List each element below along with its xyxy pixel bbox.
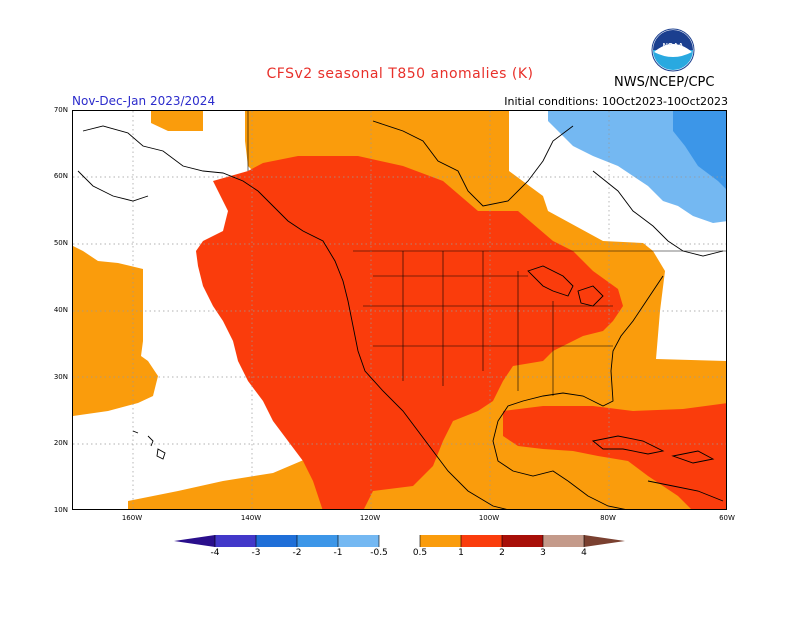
lon-label-140w: 140W	[240, 514, 262, 522]
colorbar-label-3: 3	[540, 548, 546, 558]
lon-label-60w: 60W	[719, 514, 735, 522]
lat-label-30n: 30N	[53, 373, 68, 381]
colorbar-label-neg05: -0.5	[370, 548, 388, 558]
map-title: CFSv2 seasonal T850 anomalies (K)	[266, 66, 534, 82]
borders	[247, 111, 726, 396]
lon-label-120w: 120W	[359, 514, 381, 522]
anomaly-region-neg-1-2	[673, 111, 726, 189]
lat-label-60n: 60N	[53, 172, 68, 180]
lat-label-40n: 40N	[53, 306, 68, 314]
colorbar-segment-neutral	[379, 535, 420, 547]
org-label: NWS/NCEP/CPC	[614, 75, 715, 90]
anomaly-map	[72, 110, 727, 510]
colorbar-label-neg3: -3	[251, 548, 261, 558]
lat-label-50n: 50N	[53, 239, 68, 247]
colorbar-label-neg1: -1	[333, 548, 343, 558]
lat-label-70n: 70N	[53, 106, 68, 114]
colorbar-label-2: 2	[499, 548, 505, 558]
colorbar-segment-4-3	[215, 535, 256, 547]
colorbar-segment-lt-4	[174, 535, 215, 547]
colorbar-label-05: 0.5	[412, 548, 428, 558]
colorbar-label-4: 4	[581, 548, 587, 558]
graticule	[73, 111, 726, 509]
lat-label-10n: 10N	[53, 506, 68, 514]
lon-label-160w: 160W	[121, 514, 143, 522]
colorbar-segment-2-3	[502, 535, 543, 547]
colorbar-segment-1-2	[461, 535, 502, 547]
noaa-logo: NOAA	[651, 28, 695, 72]
lat-label-20n: 20N	[53, 439, 68, 447]
anomaly-region-1-2-caribbean	[503, 403, 726, 509]
colorbar-label-1: 1	[458, 548, 464, 558]
logo-text: NOAA	[663, 43, 684, 50]
colorbar-segment-1-05	[338, 535, 379, 547]
map-svg	[73, 111, 726, 509]
colorbar: -4 -3 -2 -1 -0.5 0.5 1 2 3 4	[170, 533, 630, 563]
colorbar-segment-2-1	[297, 535, 338, 547]
anomaly-region-0.5-1-topstrip	[151, 111, 203, 131]
colorbar-segment-gt4	[584, 535, 625, 547]
coastlines	[77, 120, 724, 509]
season-label: Nov-Dec-Jan 2023/2024	[72, 94, 216, 108]
colorbar-label-neg4: -4	[210, 548, 220, 558]
lon-label-100w: 100W	[478, 514, 500, 522]
colorbar-segment-05-1	[420, 535, 461, 547]
anomaly-region-0.5-1-west	[73, 246, 158, 416]
colorbar-segment-3-2	[256, 535, 297, 547]
colorbar-label-neg2: -2	[292, 548, 302, 558]
initial-conditions-label: Initial conditions: 10Oct2023-10Oct2023	[504, 95, 728, 108]
colorbar-segment-3-4	[543, 535, 584, 547]
colorbar-svg	[174, 535, 625, 547]
lon-label-80w: 80W	[600, 514, 616, 522]
